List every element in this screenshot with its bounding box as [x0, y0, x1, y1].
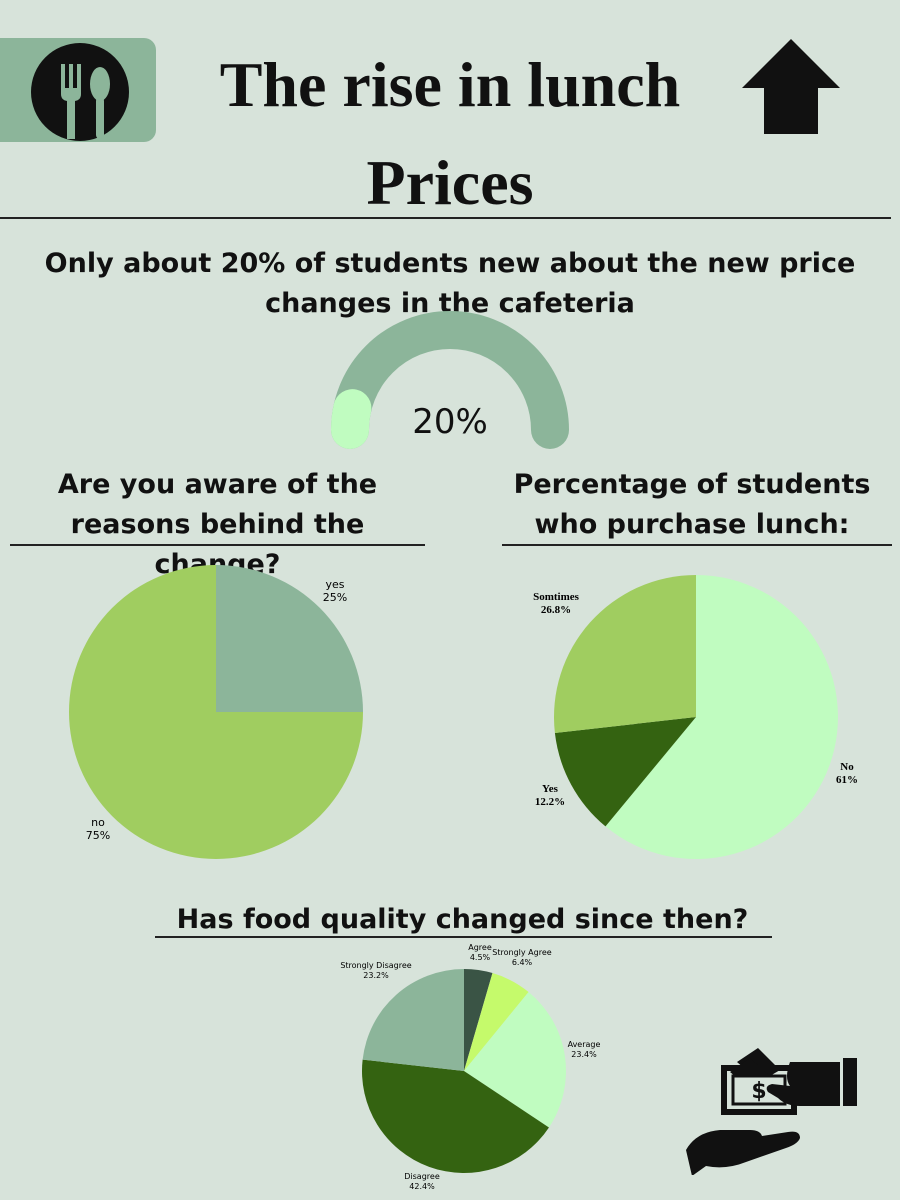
pie-value-strongly-agree: 6.4%	[512, 958, 533, 967]
svg-text:$: $	[751, 1079, 766, 1104]
pie-slice-strongly-disagree	[362, 969, 464, 1071]
page-title-line1: The rise in lunch	[219, 49, 681, 120]
pie-slice-no	[69, 565, 363, 859]
pie-value-no: 61%	[836, 774, 858, 786]
money-hand-icon: $	[686, 1048, 857, 1175]
chart2-title: Percentage of students who purchase lunc…	[513, 469, 871, 540]
pie-slice-yes	[216, 565, 363, 712]
chart3-title-underline	[155, 936, 772, 938]
chart2-title-underline	[502, 544, 892, 546]
fork-spoon-icon	[31, 43, 129, 141]
pie-label-somtimes: Somtimes	[533, 591, 580, 603]
pie-label-strongly-disagree: Strongly Disagree	[340, 961, 411, 970]
pie-label-agree: Agree	[468, 943, 492, 952]
pie-label-disagree: Disagree	[404, 1172, 440, 1181]
pie-label-yes: yes	[325, 578, 344, 591]
chart3-title: Has food quality changed since then?	[176, 904, 749, 935]
pie-slice-disagree	[362, 1059, 549, 1173]
pie-label-strongly-agree: Strongly Agree	[492, 948, 551, 957]
subtitle: Only about 20% of students new about the…	[44, 248, 856, 319]
up-arrow-icon	[742, 39, 840, 134]
chart1-title-underline	[10, 544, 425, 546]
pie-label-no: no	[91, 816, 105, 829]
header-divider	[0, 217, 891, 219]
gauge-chart	[331, 311, 569, 449]
pie-slice-agree	[464, 969, 493, 1071]
pie-value-no: 75%	[86, 829, 110, 842]
chart1-title: Are you aware of the reasons behind the …	[57, 469, 378, 580]
pie-value-yes: 25%	[323, 591, 347, 604]
pie-value-disagree: 42.4%	[409, 1182, 435, 1191]
gauge-value-label: 20%	[412, 402, 488, 442]
pie-value-average: 23.4%	[571, 1050, 597, 1059]
pie-slice-strongly-agree	[464, 973, 529, 1071]
pie-label-average: Average	[568, 1040, 601, 1049]
pie-label-yes: Yes	[542, 783, 559, 795]
pie-label-no: No	[840, 761, 854, 773]
pie-value-agree: 4.5%	[470, 953, 491, 962]
pie-value-somtimes: 26.8%	[541, 604, 571, 616]
gauge-fill	[331, 389, 372, 449]
pie-slice-average	[464, 992, 566, 1128]
gauge-track	[331, 311, 569, 449]
pie-value-strongly-disagree: 23.2%	[363, 971, 389, 980]
pie-slice-yes	[554, 717, 696, 827]
pie-value-yes: 12.2%	[535, 796, 565, 808]
pie-slice-no	[605, 575, 838, 859]
pie-slice-somtimes	[554, 575, 696, 734]
page-title-line2: Prices	[366, 147, 534, 218]
